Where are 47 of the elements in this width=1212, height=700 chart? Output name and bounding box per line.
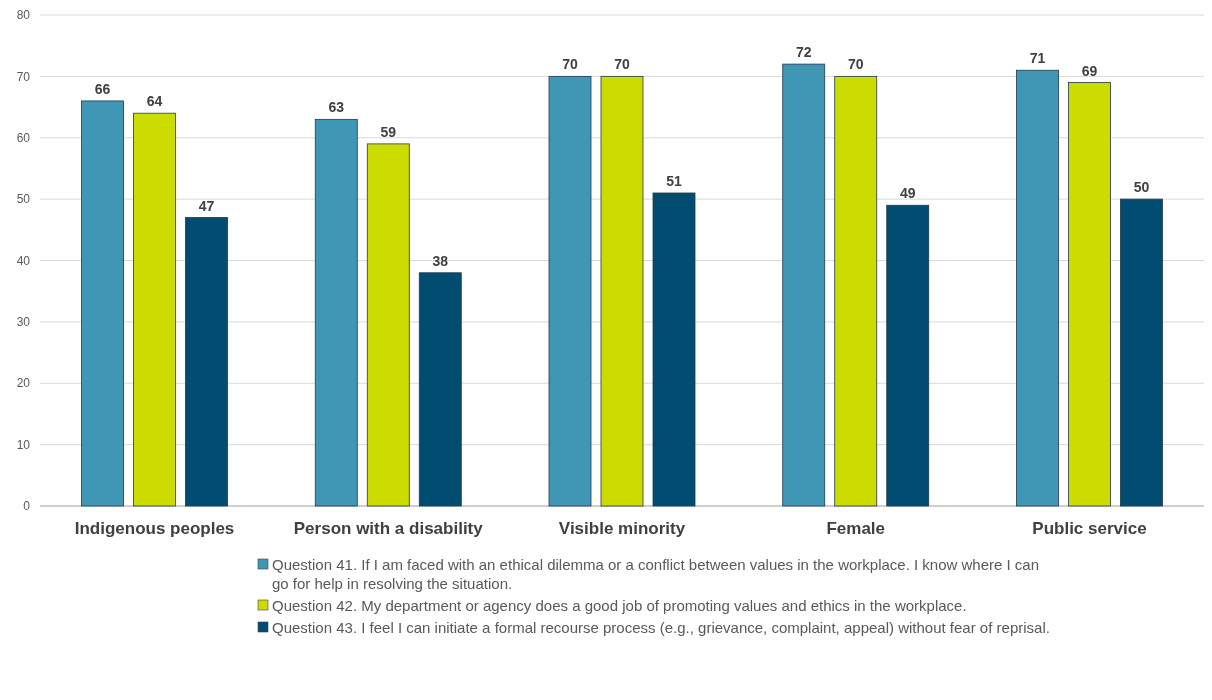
y-tick-label: 50 xyxy=(16,192,31,207)
data-label: 70 xyxy=(562,56,578,73)
x-tick-label: Indigenous peoples xyxy=(74,519,235,538)
y-tick-label: 60 xyxy=(16,130,31,145)
data-label: 70 xyxy=(614,56,630,73)
y-tick-label: 0 xyxy=(23,499,31,514)
y-tick-label: 80 xyxy=(16,8,31,23)
data-label: 50 xyxy=(1133,179,1150,196)
bar xyxy=(782,63,826,507)
legend-label: Question 41. If I am faced with an ethical dilemma or a conflict between values in the workplace. I know where I can go for help in resolving the situation. xyxy=(272,556,1040,592)
data-label: 70 xyxy=(847,56,864,73)
data-label: 64 xyxy=(146,93,163,110)
x-tick-label: Person with a disability xyxy=(293,519,484,538)
bar xyxy=(834,75,878,507)
x-tick-label: Female xyxy=(826,519,886,538)
bar xyxy=(1068,82,1111,507)
data-label: 63 xyxy=(328,99,345,116)
bar xyxy=(81,100,124,507)
bar xyxy=(185,217,228,507)
data-label: 66 xyxy=(94,80,111,97)
bar xyxy=(1120,198,1163,507)
data-label: 38 xyxy=(432,252,449,269)
legend-label: Question 43. I feel I can initiate a formal recourse process (e.g., grievance, complaint, appeal) without fear of reprisal. xyxy=(272,619,1050,636)
y-tick-label: 20 xyxy=(16,376,31,391)
bar xyxy=(886,204,930,507)
bar xyxy=(418,272,462,507)
bar xyxy=(366,143,410,507)
bar xyxy=(133,112,176,507)
data-label: 47 xyxy=(198,197,215,214)
data-label: 71 xyxy=(1029,50,1046,67)
y-tick-label: 40 xyxy=(16,253,31,268)
y-tick-label: 10 xyxy=(16,437,31,452)
bar xyxy=(548,75,592,507)
legend-label: Question 42. My department or agency does a good job of promoting values and ethics in the workplace. xyxy=(272,597,967,614)
bar xyxy=(600,75,644,507)
y-tick-label: 70 xyxy=(16,69,31,84)
y-tick-label: 30 xyxy=(16,315,31,330)
data-label: 51 xyxy=(666,172,682,189)
data-label: 49 xyxy=(899,185,916,202)
data-label: 69 xyxy=(1081,62,1098,79)
data-label: 72 xyxy=(795,44,812,61)
bar xyxy=(652,192,696,507)
bar xyxy=(314,118,358,507)
x-tick-label: Visible minority xyxy=(558,519,686,538)
x-tick-label: Public service xyxy=(1032,519,1147,538)
bar xyxy=(1016,69,1059,507)
data-label: 59 xyxy=(380,123,397,140)
